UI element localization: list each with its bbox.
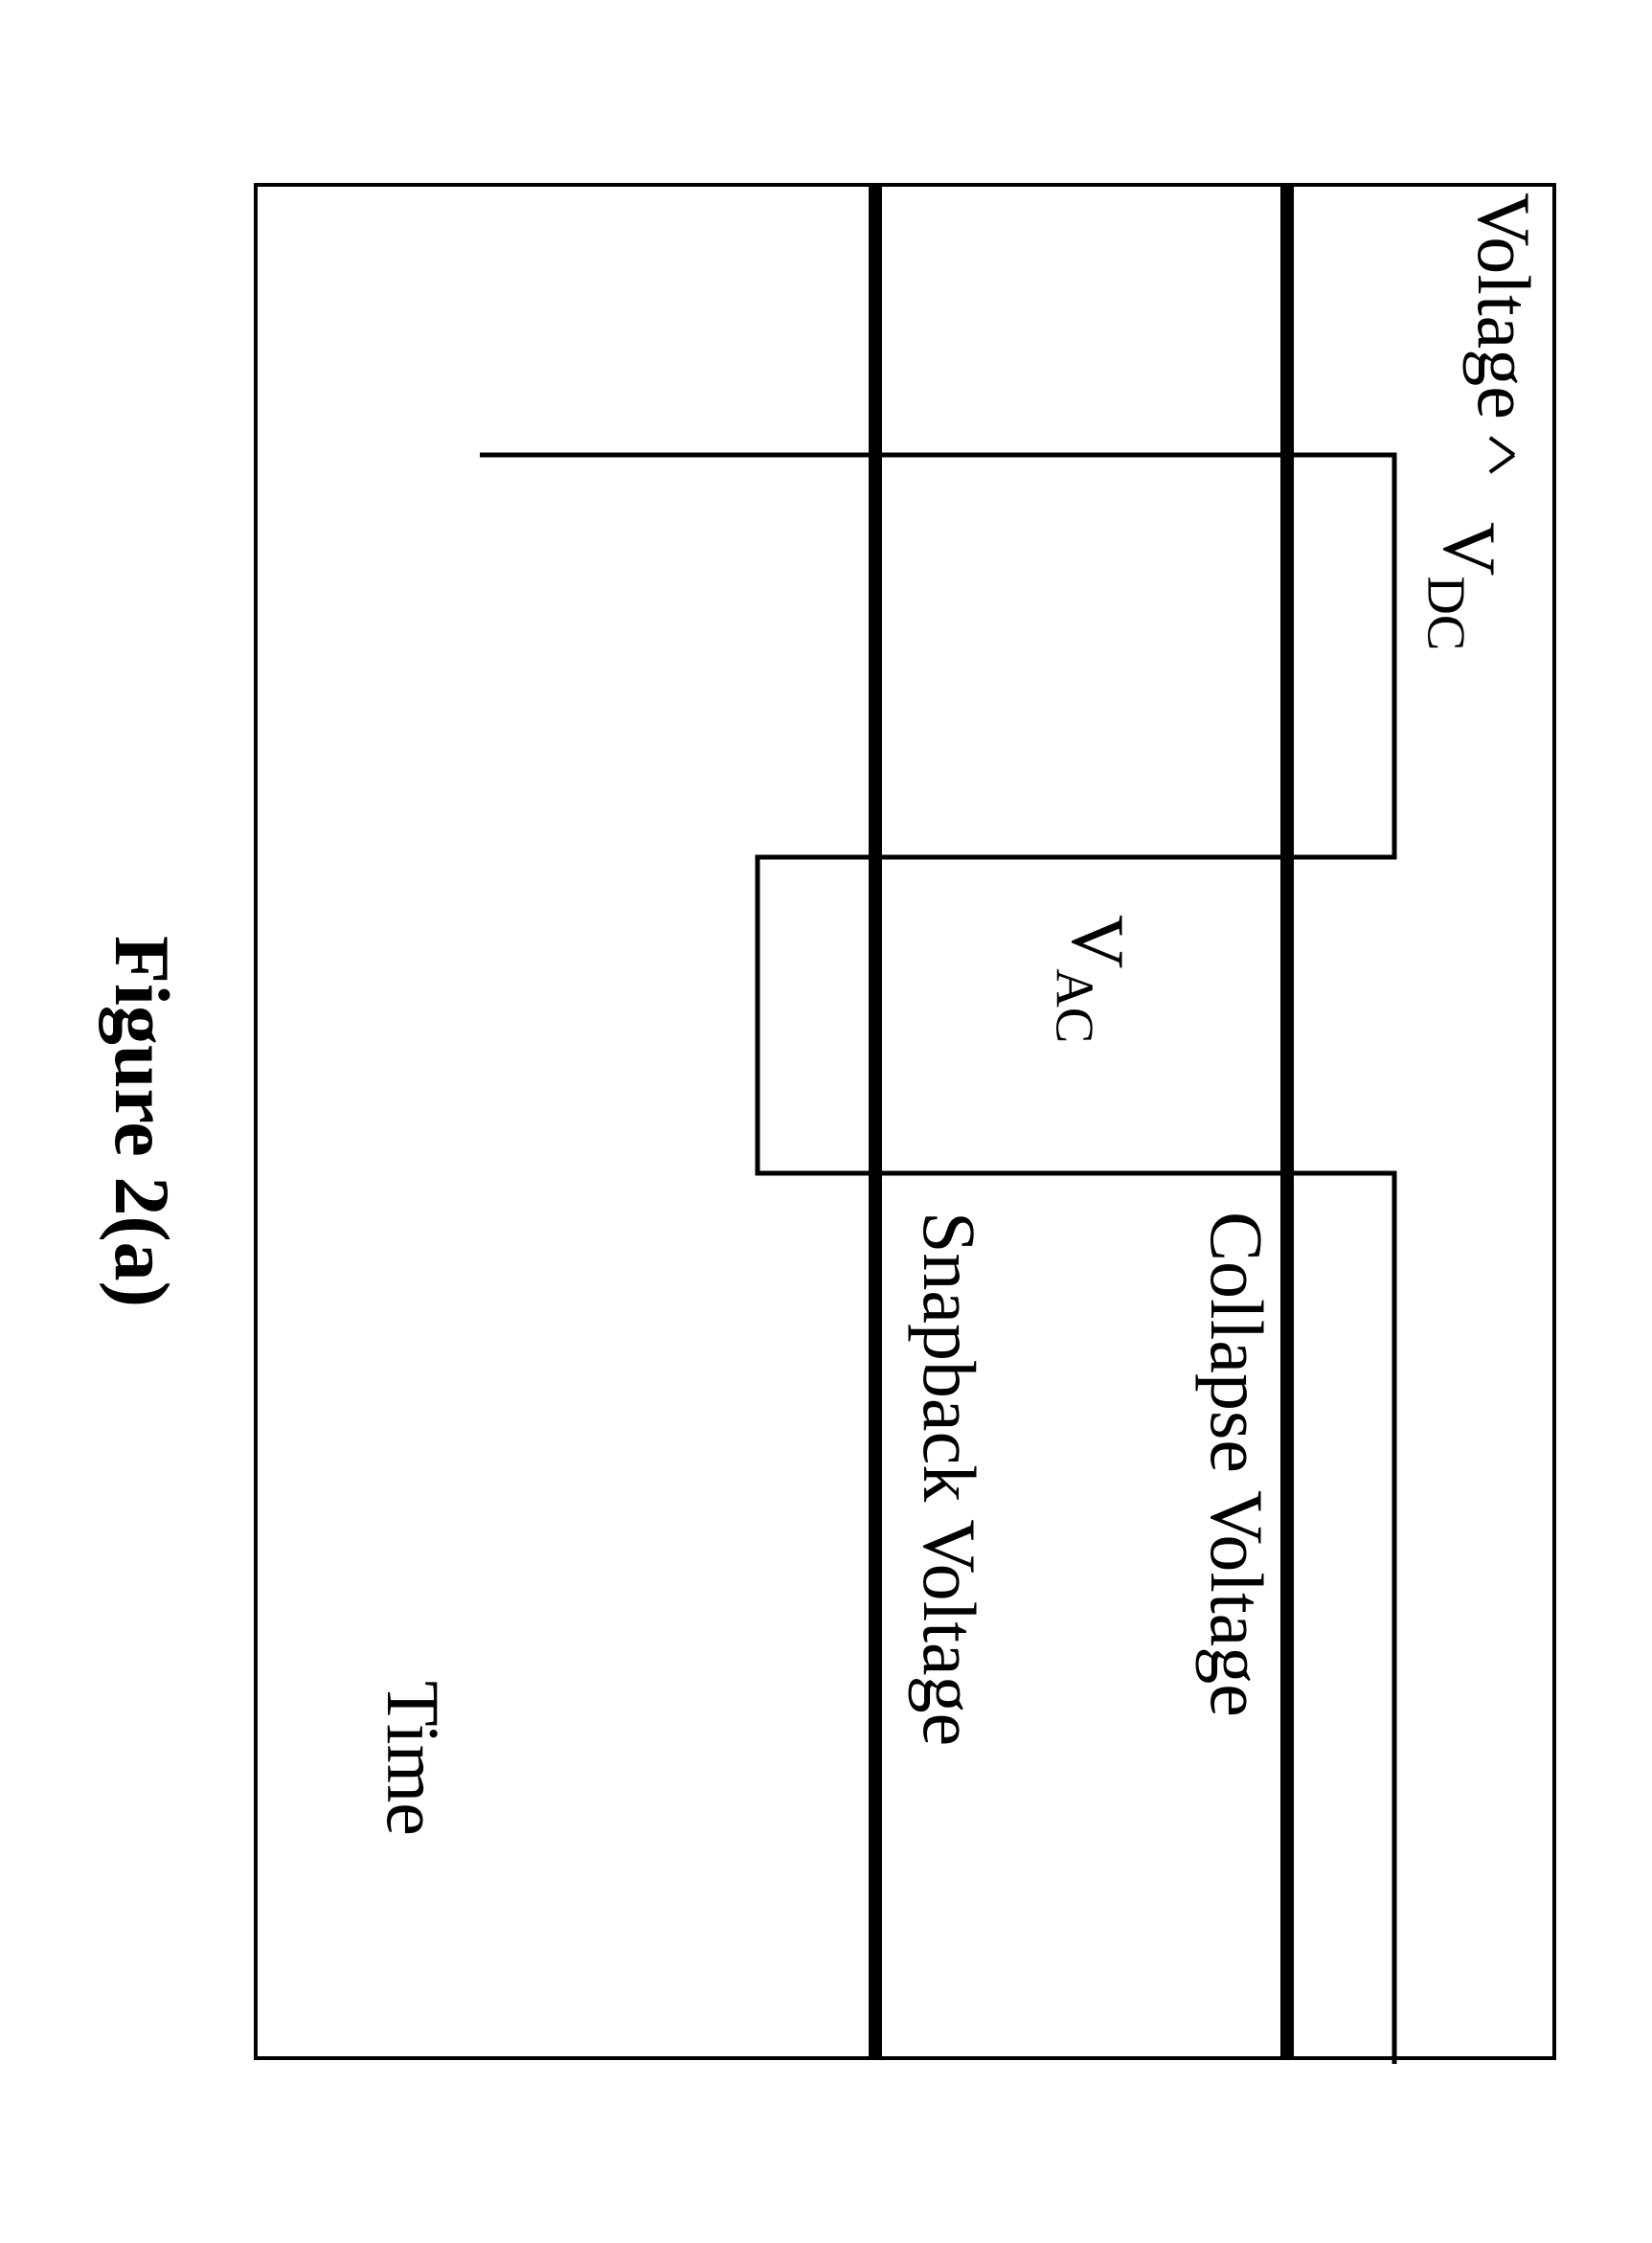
x-axis-label: Time [370,1681,456,1836]
plot-frame: Voltage VDC VAC Collapse Voltage Snapbac… [254,183,1556,2060]
vac-label: VAC [1043,915,1141,1043]
vdc-prefix: V [1428,522,1511,576]
y-axis-label: Voltage [1460,193,1547,419]
vac-subscript: AC [1044,968,1103,1043]
vdc-subscript: DC [1415,576,1475,650]
snapback-voltage-label: Snapback Voltage [906,1212,992,1746]
figure-container: Voltage VDC VAC Collapse Voltage Snapbac… [97,183,1556,2060]
vac-prefix: V [1056,915,1140,968]
figure-caption: Figure 2(a) [97,183,187,2060]
vdc-label: VDC [1414,522,1512,650]
collapse-voltage-label: Collapse Voltage [1193,1212,1279,1717]
